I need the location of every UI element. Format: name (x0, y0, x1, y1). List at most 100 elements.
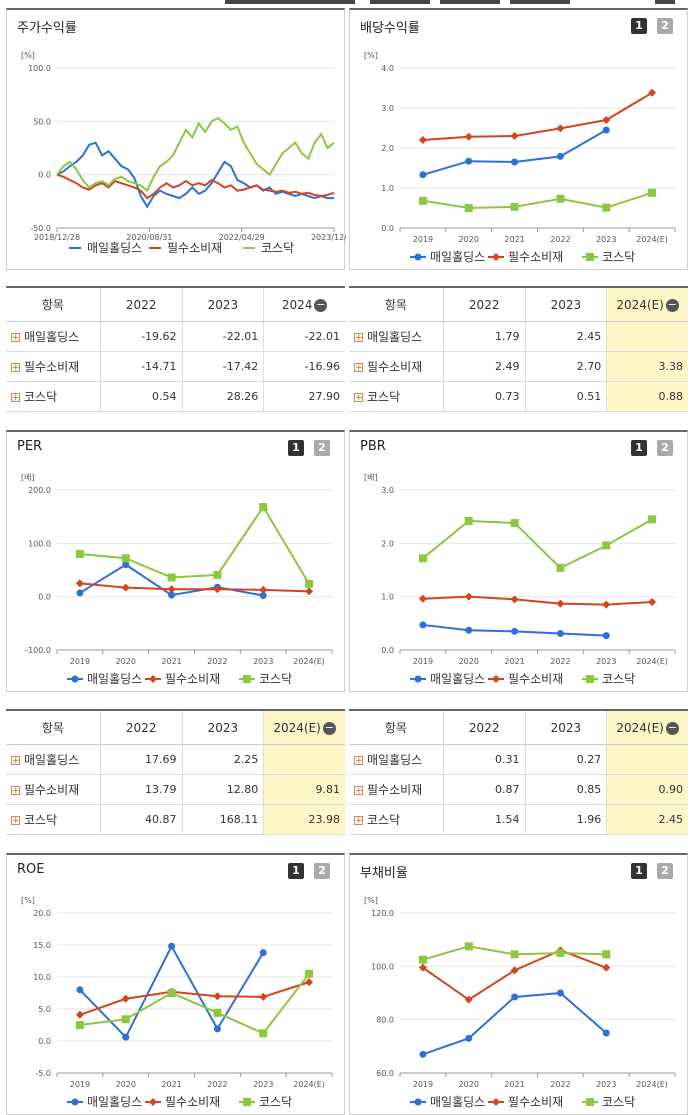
page-1-button[interactable]: 1 (631, 863, 647, 879)
legend-label: 매일홀딩스 (430, 672, 485, 686)
x-tick-label: 2023 (253, 1080, 273, 1089)
x-tick-label: 2020 (459, 657, 479, 666)
collapse-column-button[interactable]: − (665, 720, 679, 735)
legend-label: 코스닥 (259, 1095, 292, 1109)
legend-label: 필수소비재 (165, 672, 220, 686)
column-header-item: 항목 (349, 711, 444, 745)
expand-row-icon[interactable]: + (354, 756, 363, 766)
collapse-column-button[interactable]: − (322, 720, 336, 735)
legend-label: 코스닥 (602, 672, 635, 686)
expand-row-icon[interactable]: + (11, 816, 20, 826)
table-row: + 코스닥 0.73 0.51 0.88 (349, 381, 688, 412)
data-point (464, 942, 473, 951)
table-cell: 12.80 (182, 774, 265, 805)
y-tick-label: 200.0 (28, 486, 51, 495)
data-point (510, 202, 519, 211)
data-point (419, 621, 427, 629)
legend-marker (492, 253, 500, 261)
column-header-year: 2022 (443, 288, 526, 322)
data-point (418, 594, 427, 603)
table-cell: -14.71 (100, 351, 183, 382)
page-2-button[interactable]: 2 (657, 863, 673, 879)
page-2-button[interactable]: 2 (314, 863, 330, 879)
column-header-year: 2023 (525, 711, 608, 745)
page-2-button[interactable]: 2 (657, 18, 673, 34)
legend-marker (586, 253, 594, 261)
table-row: + 코스닥 1.54 1.96 2.45 (349, 804, 688, 835)
y-unit-label: [%] (21, 896, 35, 905)
table-cell: 2.25 (182, 744, 265, 775)
stock-return-panel: 주가수익률 [%] 100.0 50.0 0.0 -50.0 2018/12/28 2020… (6, 8, 346, 270)
expand-row-icon[interactable]: + (11, 756, 20, 766)
expand-row-icon[interactable]: + (354, 393, 363, 403)
data-point (556, 599, 565, 608)
page-2-button[interactable]: 2 (314, 440, 330, 456)
data-point (602, 541, 611, 550)
page-1-button[interactable]: 1 (288, 863, 304, 879)
x-tick-label: 2020/08/31 (126, 233, 172, 242)
y-tick-label: 0.0 (38, 171, 51, 180)
expand-row-icon[interactable]: + (354, 786, 363, 796)
row-label: + 필수소비재 (349, 774, 444, 805)
panel-title: ROE (17, 862, 45, 877)
table-cell: 40.87 (100, 804, 183, 835)
data-point (556, 124, 565, 133)
data-point (465, 626, 473, 634)
expand-row-icon[interactable]: + (11, 363, 20, 373)
y-unit-label: [배] (364, 473, 378, 482)
table-cell: -22.01 (182, 321, 265, 352)
column-header-year: 2024− (263, 288, 345, 322)
y-tick-label: 15.0 (33, 941, 51, 950)
expand-row-icon[interactable]: + (354, 363, 363, 373)
panel-title: 주가수익률 (17, 21, 77, 36)
page-1-button[interactable]: 1 (631, 440, 647, 456)
table-row: + 필수소비재 -14.71 -17.42 -16.96 (6, 351, 345, 382)
roe-panel: ROE 1 2 [%] 20.0 15.0 10.0 5.0 0.0 -5.0 2019 202… (6, 853, 345, 1115)
debt-ratio-chart: [%] 120.0 100.0 80.0 60.0 2019 2020 2021 2022 202… (364, 896, 676, 1109)
table-cell: 13.79 (100, 774, 183, 805)
data-point (418, 136, 427, 144)
x-tick-label: 2022 (207, 657, 227, 666)
series-line (56, 116, 335, 193)
page-1-button[interactable]: 1 (288, 440, 304, 456)
per-chart: [배] 200.0 100.0 0.0 -100.0 2019 2020 2021 2022 20… (21, 473, 333, 686)
data-point (510, 132, 519, 140)
y-tick-label: -5.0 (35, 1069, 51, 1078)
data-point (418, 955, 427, 964)
y-tick-label: 100.0 (28, 539, 51, 548)
expand-row-icon[interactable]: + (11, 786, 20, 796)
y-tick-label: 120.0 (371, 909, 394, 918)
data-point (510, 950, 519, 959)
series-line (79, 505, 310, 585)
table-cell: 3.38 (606, 351, 688, 382)
legend-label: 매일홀딩스 (87, 672, 142, 686)
expand-row-icon[interactable]: + (354, 816, 363, 826)
y-tick-label: 3.0 (381, 104, 394, 113)
dividend-panel: 배당수익률 1 2 [%] 4.0 3.0 2.0 1.0 0.0 2019 2020 2021… (349, 8, 688, 270)
data-point (121, 554, 130, 563)
expand-row-icon[interactable]: + (354, 333, 363, 343)
table-row: + 필수소비재 0.87 0.85 0.90 (349, 774, 688, 805)
legend-label: 필수소비재 (508, 672, 563, 686)
page-2-button[interactable]: 2 (657, 440, 673, 456)
data-point (213, 992, 222, 1001)
table-cell: 0.85 (525, 774, 608, 805)
x-tick-label: 2022 (550, 235, 570, 244)
table-row: + 매일홀딩스 -19.62 -22.01 -22.01 (6, 321, 345, 352)
collapse-column-button[interactable]: − (665, 297, 679, 312)
collapse-column-button[interactable]: − (314, 297, 328, 312)
legend-marker (149, 1098, 157, 1106)
expand-row-icon[interactable]: + (11, 393, 20, 403)
column-header-year: 2024(E) − (606, 711, 688, 745)
legend-marker (414, 253, 422, 261)
page-1-button[interactable]: 1 (631, 18, 647, 34)
y-tick-label: 3.0 (381, 486, 394, 495)
x-tick-label: 2022/04/29 (219, 233, 265, 242)
data-point (213, 585, 222, 594)
x-tick-label: 2022 (550, 1080, 570, 1089)
data-point (75, 1021, 84, 1029)
y-tick-label: 50.0 (33, 117, 51, 126)
expand-row-icon[interactable]: + (11, 333, 20, 343)
data-point (121, 1015, 130, 1024)
data-point (556, 949, 565, 957)
